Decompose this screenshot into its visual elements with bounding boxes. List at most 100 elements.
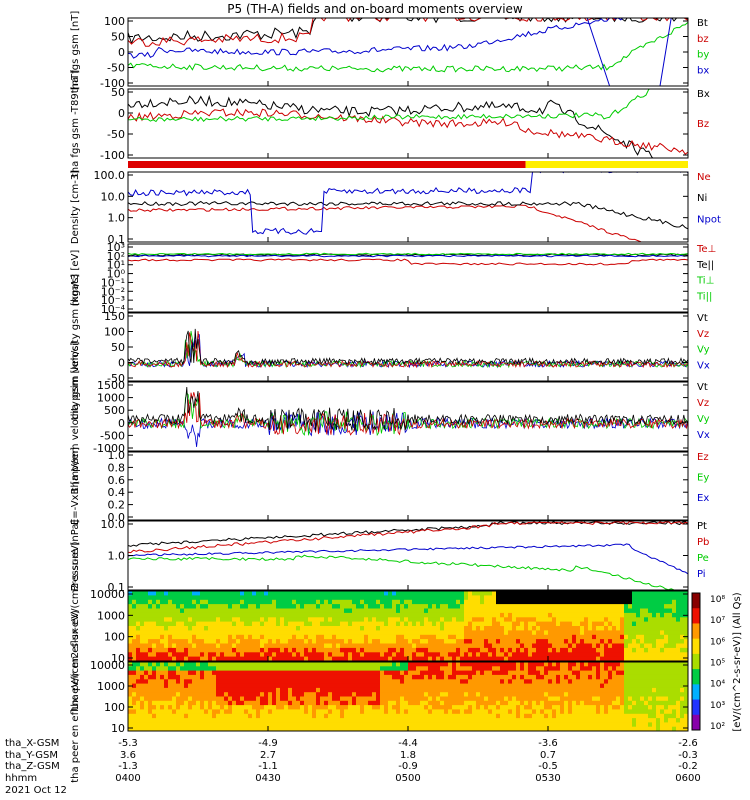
y-tick-label: 1000 <box>97 609 125 622</box>
series-Pb <box>128 521 688 554</box>
y-tick-label: 10³ <box>107 241 125 254</box>
legend-Ti: Ti|| <box>696 291 712 302</box>
plot-area-ele_spec <box>128 662 688 731</box>
y-tick-label: 100 <box>104 15 125 28</box>
series-bx-3 <box>659 18 672 86</box>
panel-density <box>127 171 689 243</box>
legend-Te: Te|| <box>696 260 714 271</box>
orbit-value: 0430 <box>255 773 280 784</box>
orbit-value: -0.5 <box>538 761 558 772</box>
series-bx-2 <box>586 18 611 86</box>
colorbar-tick: 10⁷ <box>710 616 725 626</box>
plot-area-pressure <box>128 521 688 590</box>
y-tick-label: 100 <box>104 631 125 644</box>
plot-area-density <box>128 172 688 242</box>
y-axis-label: tha fgs gsm [nT] <box>70 11 81 94</box>
legend-Bx: Bx <box>697 89 710 100</box>
y-tick-label: 10.0 <box>101 190 126 203</box>
orbit-value: -0.3 <box>678 750 698 761</box>
y-tick-label: 10⁻⁴ <box>101 303 126 316</box>
legend-Bz: Bz <box>697 119 709 130</box>
legend-Npot: Npot <box>697 214 721 225</box>
orbit-value: -4.9 <box>258 738 278 749</box>
y-tick-label: 500 <box>104 404 125 417</box>
y-tick-label: -100 <box>100 149 125 162</box>
y-tick-label: -100 <box>100 77 125 90</box>
orbit-value: 0500 <box>395 773 420 784</box>
legend-Bt: Bt <box>697 18 708 29</box>
y-tick-label: -50 <box>107 128 125 141</box>
legend-Ni: Ni <box>697 193 707 204</box>
date-label: 2021 Oct 12 <box>5 785 67 796</box>
series-Bx <box>128 94 654 158</box>
y-axis-label: mgat3 [eV] <box>70 250 81 307</box>
series-Ti <box>128 252 688 256</box>
colorbar-cell <box>692 684 700 701</box>
series-Ne <box>128 204 643 242</box>
y-tick-label: 0 <box>118 417 125 430</box>
legend-Pe: Pe <box>697 553 709 564</box>
series-Vy <box>128 392 688 437</box>
plot-area-ve <box>128 386 688 447</box>
orbit-value: -0.9 <box>398 761 418 772</box>
y-tick-label: 10000 <box>90 588 125 601</box>
y-axis-label: tha peem velocity gsm [km/s] <box>70 342 81 492</box>
series-bx <box>128 18 624 59</box>
colorbar-cell <box>692 638 700 655</box>
y-tick-label: 100.0 <box>94 169 126 182</box>
colorbar-tick: 10⁴ <box>710 680 725 690</box>
colorbar <box>691 592 701 731</box>
orbit-value: 0600 <box>675 773 700 784</box>
legend-Pt: Pt <box>697 521 707 532</box>
series-By <box>128 89 653 123</box>
y-tick-label: 10⁻² <box>101 285 125 298</box>
mode-bar-yellow <box>525 161 688 168</box>
series-Pi <box>128 543 688 575</box>
y-tick-label: 0.4 <box>108 486 126 499</box>
panel-frame <box>127 312 689 382</box>
series-Bt <box>128 18 688 45</box>
y-tick-label: 1.0 <box>108 550 126 563</box>
y-tick-label: 10⁰ <box>107 268 126 281</box>
legend-Ne: Ne <box>697 172 711 183</box>
y-tick-label: 1.0 <box>108 212 126 225</box>
y-axis-label: Density [cm-3] <box>70 170 81 244</box>
colorbar-cell <box>692 623 700 640</box>
y-axis-label: tha peer en eflux eV/(cm2-s-sr-eV) <box>70 610 81 783</box>
legend-Vt: Vt <box>697 382 708 393</box>
y-tick-label: 100 <box>104 701 125 714</box>
y-tick-label: 10² <box>107 250 125 263</box>
legend-Ti: Ti⊥ <box>696 276 714 287</box>
orbit-value: -4.4 <box>398 738 418 749</box>
panel-frame <box>127 17 689 87</box>
orbit-value: -2.6 <box>678 738 698 749</box>
orbit-value: 1.8 <box>400 750 416 761</box>
series-Npot <box>128 172 688 235</box>
orbit-value: -0.2 <box>678 761 698 772</box>
orbit-row-label: hhmm <box>5 773 37 784</box>
chart-title: P5 (TH-A) fields and on-board moments ov… <box>227 2 523 16</box>
y-tick-label: 50 <box>111 86 125 99</box>
plot-area-fgs <box>128 18 688 86</box>
series-by <box>128 21 688 73</box>
legend-Vx: Vx <box>697 360 710 371</box>
colorbar-tick: 10² <box>710 722 725 732</box>
orbit-row-label: tha_Y-GSM <box>5 750 58 761</box>
series-Ti-2 <box>128 254 688 258</box>
panel-pressure <box>127 520 689 591</box>
series-Te-perp <box>128 258 688 266</box>
y-tick-label: 0.6 <box>108 474 126 487</box>
series-Bz <box>128 108 688 155</box>
y-tick-label: 1000 <box>97 392 125 405</box>
series-Te-par <box>128 253 688 257</box>
plot-area-fgs_sm <box>128 89 688 158</box>
y-tick-label: -50 <box>107 62 125 75</box>
panel-efield <box>127 451 689 521</box>
y-tick-label: 0 <box>118 46 125 59</box>
mode-bar <box>128 161 688 168</box>
y-tick-label: 50 <box>111 31 125 44</box>
y-tick-label: -1000 <box>93 442 125 455</box>
y-axis-label: Pressure [nPa] <box>70 520 81 592</box>
series-Pt <box>128 521 688 547</box>
